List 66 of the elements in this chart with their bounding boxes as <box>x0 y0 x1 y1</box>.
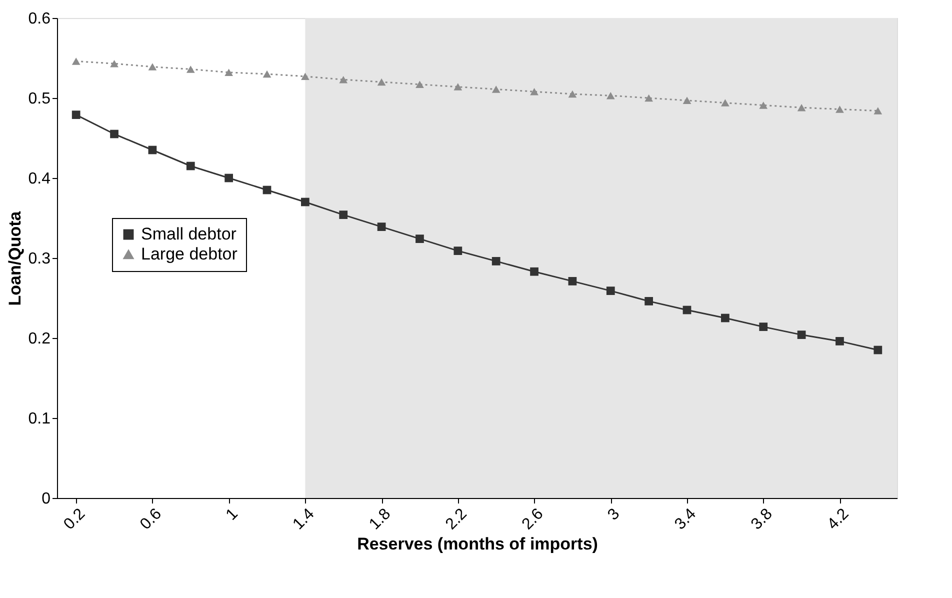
point <box>416 234 424 243</box>
point <box>568 277 577 286</box>
x-tick-label: 4.2 <box>824 505 852 534</box>
point <box>797 330 806 339</box>
y-tick-label: 0.5 <box>28 90 51 108</box>
legend-label: Small debtor <box>141 224 237 244</box>
point <box>454 246 462 255</box>
point <box>262 70 272 78</box>
x-tick-label: 1.4 <box>290 505 318 534</box>
y-tick-label: 0.3 <box>28 250 51 268</box>
x-tick-label: 2.2 <box>442 505 470 534</box>
x-tick-label: 2.6 <box>519 505 547 534</box>
x-tick-label: 0.2 <box>60 505 89 534</box>
point <box>377 78 386 86</box>
point <box>339 210 348 219</box>
point <box>148 63 157 70</box>
y-tick-label: 0 <box>42 490 51 508</box>
point <box>682 96 692 104</box>
point <box>568 90 577 98</box>
point <box>606 286 615 295</box>
point <box>72 58 80 65</box>
point <box>797 104 806 112</box>
point <box>110 60 118 68</box>
x-tick-label: 3 <box>604 505 624 524</box>
legend-label: Large debtor <box>141 244 238 264</box>
point <box>72 110 80 119</box>
point <box>339 76 348 84</box>
point <box>836 106 844 113</box>
y-tick-label: 0.6 <box>28 10 51 28</box>
y-tick-label: 0.1 <box>28 410 51 428</box>
x-tick-label: 1 <box>223 505 242 524</box>
point <box>262 186 272 194</box>
y-tick-label: 0.4 <box>28 170 51 188</box>
point <box>721 99 730 106</box>
y-axis-title: Loan/Quota <box>5 210 24 306</box>
x-tick-label: 3.8 <box>748 505 776 534</box>
point <box>301 198 310 206</box>
x-tick-label: 3.4 <box>672 505 700 534</box>
point <box>530 267 538 276</box>
point <box>148 146 157 154</box>
point <box>644 94 653 102</box>
point <box>224 68 233 76</box>
point <box>301 72 310 80</box>
point <box>721 314 730 322</box>
point <box>224 174 233 182</box>
point <box>492 86 500 93</box>
point <box>759 322 768 331</box>
point <box>454 83 462 90</box>
point <box>416 80 424 88</box>
point <box>492 257 500 266</box>
point <box>110 130 118 138</box>
point <box>530 88 538 96</box>
point <box>836 337 844 346</box>
y-tick-label: 0.2 <box>28 330 51 348</box>
x-tick-label: 0.6 <box>137 505 166 534</box>
point <box>874 346 882 354</box>
point <box>644 297 653 306</box>
point <box>606 92 615 100</box>
x-tick-label: 1.8 <box>366 505 394 534</box>
point <box>186 162 195 170</box>
point <box>377 222 386 231</box>
point <box>186 66 195 73</box>
x-axis-title: Reserves (months of imports) <box>357 534 598 554</box>
point <box>874 107 882 114</box>
point <box>682 306 692 314</box>
point <box>759 102 768 109</box>
